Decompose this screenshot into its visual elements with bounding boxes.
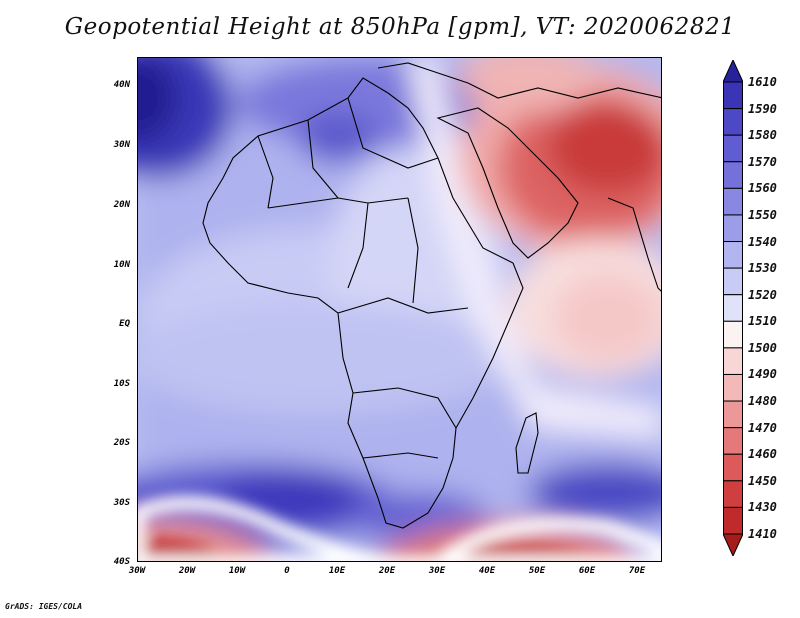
colorbar-segment	[723, 241, 743, 269]
geopotential-field	[138, 58, 661, 561]
europe-outline	[377, 62, 661, 99]
lat-label-30n: 30N	[113, 140, 130, 150]
colorbar-segment	[723, 320, 743, 349]
lon-label-50e: 50E	[528, 566, 546, 576]
country-borders	[257, 97, 469, 459]
lat-label-30s: 30S	[113, 498, 130, 508]
lon-label-40e: 40E	[478, 566, 496, 576]
colorbar-label: 1590	[748, 101, 777, 116]
arabia-outline	[436, 107, 579, 259]
lat-label-20n: 20N	[113, 200, 130, 210]
colorbar-label: 1470	[748, 420, 777, 435]
colorbar-bottom-cap	[723, 533, 743, 556]
lon-label-0: 0	[284, 566, 290, 576]
map-plot-area	[137, 57, 662, 562]
colorbar-label: 1460	[748, 447, 777, 462]
lat-label-eq: EQ	[119, 319, 130, 329]
africa-outline	[202, 77, 524, 529]
colorbar-label: 1540	[748, 234, 777, 249]
colorbar-label: 1550	[748, 207, 777, 222]
colorbar-segment	[723, 294, 743, 322]
lon-label-20e: 20E	[378, 566, 396, 576]
colorbar-segment	[723, 373, 743, 402]
colorbar-segment	[723, 187, 743, 216]
colorbar-segment	[723, 480, 743, 508]
lon-label-10w: 10W	[228, 566, 246, 576]
colorbar-label: 1450	[748, 473, 777, 488]
madagascar-outline	[515, 412, 539, 474]
lon-label-30e: 30E	[428, 566, 446, 576]
lat-label-40n: 40N	[113, 80, 130, 90]
colorbar-label: 1480	[748, 394, 777, 409]
colorbar-label: 1610	[748, 75, 777, 89]
colorbar-label: 1490	[748, 367, 777, 382]
colorbar-segment	[723, 161, 743, 189]
lat-label-10n: 10N	[113, 260, 130, 270]
colorbar-segment	[723, 400, 743, 429]
colorbar-segment	[723, 81, 743, 110]
colorbar-label: 1560	[748, 181, 777, 196]
india-outline	[607, 197, 661, 292]
lat-label-20s: 20S	[113, 438, 130, 448]
colorbar-label: 1500	[748, 340, 777, 355]
colorbar-segment	[723, 453, 743, 482]
chart-title: Geopotential Height at 850hPa [gpm], VT:…	[64, 14, 736, 40]
lat-label-10s: 10S	[113, 379, 130, 389]
colorbar-segment	[723, 347, 743, 375]
colorbar-label: 1580	[748, 128, 777, 143]
colorbar-label: 1570	[748, 154, 777, 169]
colorbar-label: 1430	[748, 500, 777, 515]
lat-label-40s: 40S	[113, 557, 130, 567]
colorbar-segment	[723, 134, 743, 163]
lon-label-30w: 30W	[128, 566, 146, 576]
lon-label-70e: 70E	[628, 566, 646, 576]
lon-label-60e: 60E	[578, 566, 596, 576]
lon-label-20w: 20W	[178, 566, 196, 576]
colorbar	[723, 60, 743, 556]
colorbar-segment	[723, 108, 743, 136]
colorbar-label: 1520	[748, 287, 777, 302]
colorbar-label: 1530	[748, 261, 777, 276]
colorbar-top-cap	[723, 60, 743, 83]
colorbar-segment	[723, 427, 743, 455]
colorbar-segment	[723, 506, 743, 535]
colorbar-segment	[723, 214, 743, 243]
grads-credit: GrADS: IGES/COLA	[5, 602, 83, 611]
colorbar-label: 1510	[748, 314, 777, 329]
colorbar-label: 1410	[748, 527, 777, 541]
lon-label-10e: 10E	[328, 566, 346, 576]
colorbar-segment	[723, 267, 743, 296]
